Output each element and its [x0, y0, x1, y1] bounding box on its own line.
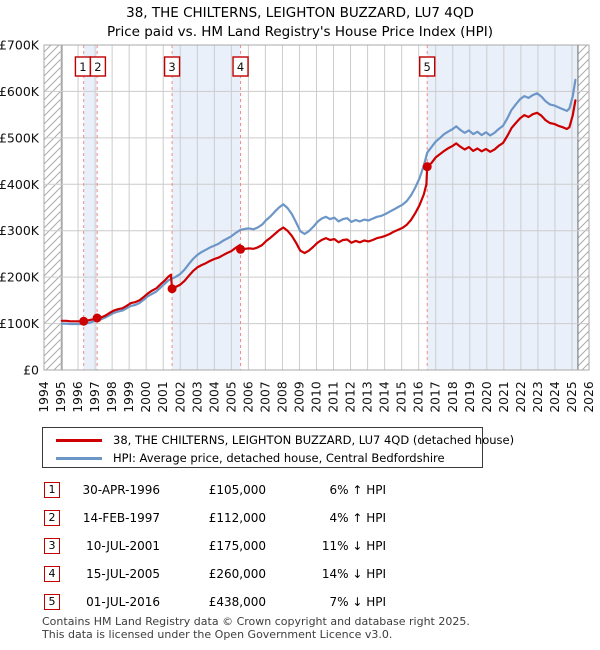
- svg-text:2007: 2007: [258, 381, 272, 412]
- svg-text:£400K: £400K: [0, 177, 40, 192]
- sale-hpi-change: 4% ↑ HPI: [329, 511, 386, 525]
- sale-price: £260,000: [208, 567, 266, 581]
- svg-text:2020: 2020: [480, 381, 494, 412]
- sale-date: 30-APR-1996: [82, 483, 160, 497]
- svg-text:£600K: £600K: [0, 84, 40, 99]
- svg-text:5: 5: [424, 60, 431, 74]
- svg-text:£500K: £500K: [0, 130, 40, 145]
- svg-text:2011: 2011: [327, 381, 341, 412]
- svg-text:2015: 2015: [395, 381, 409, 412]
- sale-price: £438,000: [208, 595, 266, 609]
- svg-text:2008: 2008: [275, 381, 289, 412]
- svg-text:4: 4: [237, 60, 244, 74]
- chart-legend: 38, THE CHILTERNS, LEIGHTON BUZZARD, LU7…: [42, 427, 514, 468]
- sale-date: 01-JUL-2016: [86, 595, 160, 609]
- svg-text:2017: 2017: [429, 381, 443, 412]
- sale-date: 15-JUL-2005: [86, 567, 160, 581]
- sale-row: 1 30-APR-1996 £105,000 6% ↑ HPI: [44, 476, 386, 504]
- svg-text:2021: 2021: [497, 381, 511, 412]
- footer-line-1: Contains HM Land Registry data © Crown c…: [42, 615, 470, 628]
- sale-row: 2 14-FEB-1997 £112,000 4% ↑ HPI: [44, 504, 386, 532]
- svg-text:£700K: £700K: [0, 38, 40, 53]
- svg-text:2006: 2006: [241, 381, 255, 412]
- svg-text:2012: 2012: [344, 381, 358, 412]
- svg-text:1996: 1996: [71, 381, 85, 412]
- svg-text:2019: 2019: [463, 381, 477, 412]
- sale-number-badge: 3: [44, 538, 60, 554]
- sale-hpi-change: 6% ↑ HPI: [329, 483, 386, 497]
- legend-item-hpi: HPI: Average price, detached house, Cent…: [56, 449, 476, 467]
- legend-label: HPI: Average price, detached house, Cent…: [113, 451, 445, 465]
- svg-text:2010: 2010: [310, 381, 324, 412]
- svg-text:2003: 2003: [190, 381, 204, 412]
- svg-text:2005: 2005: [224, 381, 238, 412]
- sale-number-badge: 2: [44, 510, 60, 526]
- sales-table: 1 30-APR-1996 £105,000 6% ↑ HPI 2 14-FEB-1997…: [44, 476, 386, 616]
- sale-price: £105,000: [208, 483, 266, 497]
- sale-row: 3 10-JUL-2001 £175,000 11% ↓ HPI: [44, 532, 386, 560]
- svg-text:2001: 2001: [156, 381, 170, 412]
- sale-price: £112,000: [208, 511, 266, 525]
- price-chart: 1 2 3 4 5 £0 £100K £200K £300K £400K £500K £600K £70…: [0, 38, 596, 413]
- svg-text:2022: 2022: [514, 381, 528, 412]
- sale-number-badge: 4: [44, 566, 60, 582]
- svg-text:2002: 2002: [173, 381, 187, 412]
- sale-hpi-change: 7% ↓ HPI: [329, 595, 386, 609]
- blue-line-sample: [56, 456, 102, 460]
- svg-text:2024: 2024: [548, 381, 562, 412]
- page-title: 38, THE CHILTERNS, LEIGHTON BUZZARD, LU7…: [126, 5, 474, 21]
- svg-text:2: 2: [94, 60, 101, 74]
- svg-text:1: 1: [79, 60, 86, 74]
- legend-item-price-paid: 38, THE CHILTERNS, LEIGHTON BUZZARD, LU7…: [56, 431, 514, 449]
- license-footer: Contains HM Land Registry data © Crown c…: [42, 615, 470, 641]
- svg-text:1995: 1995: [54, 381, 68, 412]
- svg-text:2018: 2018: [446, 381, 460, 412]
- svg-text:1999: 1999: [122, 381, 136, 412]
- footer-line-2: This data is licensed under the Open Gov…: [42, 627, 393, 641]
- svg-text:2023: 2023: [531, 381, 545, 412]
- svg-text:3: 3: [168, 60, 175, 74]
- svg-text:1998: 1998: [105, 381, 119, 412]
- legend-label: 38, THE CHILTERNS, LEIGHTON BUZZARD, LU7…: [113, 433, 515, 447]
- svg-text:1997: 1997: [88, 381, 102, 412]
- sale-number-badge: 5: [44, 594, 60, 610]
- page-subtitle: Price paid vs. HM Land Registry's House …: [107, 24, 493, 40]
- sale-price: £175,000: [208, 539, 266, 553]
- sale-row: 5 01-JUL-2016 £438,000 7% ↓ HPI: [44, 588, 386, 616]
- sale-number-badge: 1: [44, 482, 60, 498]
- svg-text:1994: 1994: [37, 381, 51, 412]
- sale-row: 4 15-JUL-2005 £260,000 14% ↓ HPI: [44, 560, 386, 588]
- svg-text:2016: 2016: [412, 381, 426, 412]
- svg-text:2026: 2026: [582, 381, 596, 412]
- svg-text:2013: 2013: [361, 381, 375, 412]
- red-line-sample: [56, 438, 102, 442]
- sale-date: 10-JUL-2001: [86, 539, 160, 553]
- svg-text:2014: 2014: [378, 381, 392, 412]
- svg-text:£200K: £200K: [0, 270, 40, 285]
- svg-text:2025: 2025: [565, 381, 579, 412]
- sale-hpi-change: 11% ↓ HPI: [321, 539, 386, 553]
- svg-text:2009: 2009: [292, 381, 306, 412]
- svg-text:2004: 2004: [207, 381, 221, 412]
- svg-text:2000: 2000: [139, 381, 153, 412]
- svg-text:£300K: £300K: [0, 223, 40, 238]
- chart-titles: 38, THE CHILTERNS, LEIGHTON BUZZARD, LU7…: [0, 4, 600, 42]
- sale-date: 14-FEB-1997: [82, 511, 160, 525]
- svg-text:£100K: £100K: [0, 316, 40, 331]
- svg-text:£0: £0: [23, 363, 39, 378]
- sale-hpi-change: 14% ↓ HPI: [321, 567, 386, 581]
